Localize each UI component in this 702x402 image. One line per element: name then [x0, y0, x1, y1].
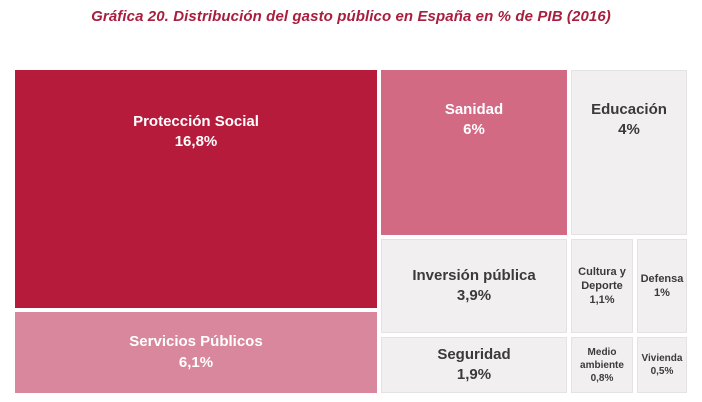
cell-value: 1,1%	[589, 294, 615, 307]
cell-value: 1%	[654, 287, 670, 299]
treemap-cell-sanidad: Sanidad 6%	[379, 68, 569, 237]
cell-value: 6,1%	[178, 353, 214, 371]
cell-label: Inversión pública	[412, 266, 536, 284]
cell-value: 0,8%	[590, 372, 614, 384]
cell-label: Servicios Públicos	[129, 333, 263, 351]
cell-label-group: Inversión pública 3,9%	[410, 266, 538, 307]
cell-label: Defensa	[640, 272, 684, 285]
cell-label: Cultura y Deporte	[578, 265, 626, 292]
treemap-cell-seguridad: Seguridad 1,9%	[379, 335, 569, 395]
treemap-cell-defensa: Defensa 1%	[635, 237, 689, 335]
cell-value: 6%	[463, 121, 485, 139]
treemap-cell-medio-ambiente: Medio ambiente 0,8%	[569, 335, 635, 395]
cell-value: 0,5%	[650, 366, 674, 377]
chart-title: Gráfica 20. Distribución del gasto públi…	[91, 8, 611, 25]
cell-value: 4%	[618, 121, 640, 139]
treemap-cell-educacion: Educación 4%	[569, 68, 689, 237]
cell-label: Seguridad	[437, 345, 511, 363]
treemap-cell-vivienda: Vivienda 0,5%	[635, 335, 689, 395]
cell-label: Vivienda	[641, 353, 683, 364]
treemap-chart: Protección Social 16,8% Servicios Públic…	[13, 68, 689, 395]
treemap-cell-inversion-publica: Inversión pública 3,9%	[379, 237, 569, 335]
cell-label: Protección Social	[133, 113, 259, 130]
treemap-cell-cultura-y-deporte: Cultura y Deporte 1,1%	[569, 237, 635, 335]
cell-label: Medio ambiente	[580, 346, 624, 371]
treemap-cell-servicios-publicos: Servicios Públicos 6,1%	[13, 310, 379, 395]
treemap-cell-proteccion-social: Protección Social 16,8%	[13, 68, 379, 310]
cell-value: 1,9%	[456, 366, 492, 383]
cell-value: 3,9%	[456, 287, 492, 304]
cell-label: Educación	[591, 101, 667, 118]
cell-value: 16,8%	[174, 133, 218, 151]
cell-label: Sanidad	[444, 101, 504, 118]
